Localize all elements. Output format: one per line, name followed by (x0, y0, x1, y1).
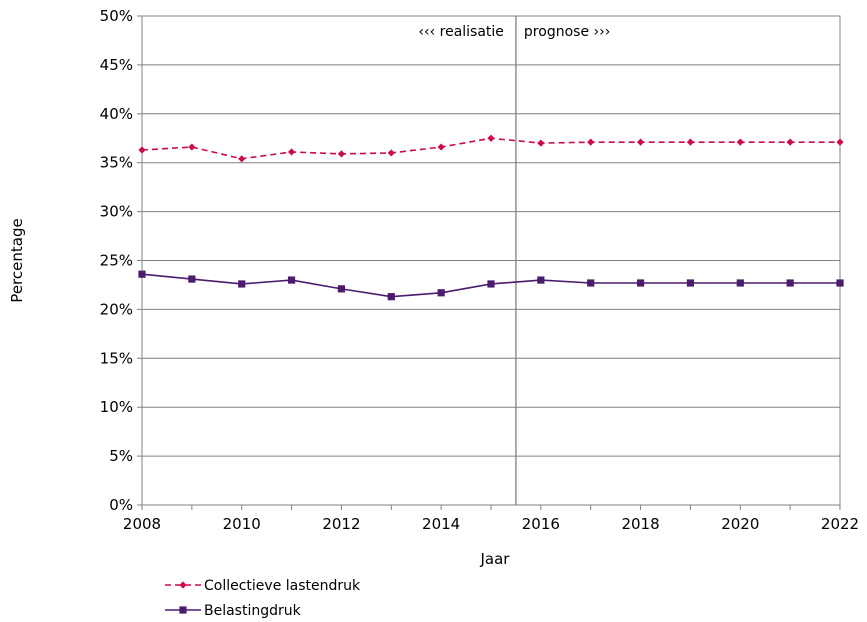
data-point (487, 134, 495, 142)
data-point (437, 143, 445, 151)
x-tick-label: 2020 (721, 515, 759, 533)
x-tick-label: 2016 (522, 515, 560, 533)
legend-item: Belastingdruk (165, 603, 302, 619)
data-point (337, 150, 346, 158)
series-1 (138, 270, 844, 301)
gridlines (142, 15, 840, 506)
data-point (238, 155, 246, 163)
data-point (437, 289, 445, 297)
data-point (337, 285, 346, 293)
realisatie-label: ‹‹‹ realisatie (418, 24, 504, 40)
x-tick-label: 2022 (821, 515, 859, 533)
data-point (836, 138, 844, 146)
data-point (636, 279, 645, 287)
x-tick-label: 2008 (123, 515, 161, 533)
x-axis-title: Jaar (480, 550, 511, 568)
y-tick-label: 10% (100, 398, 133, 416)
series-0 (138, 134, 844, 163)
data-point (636, 138, 645, 146)
data-point (287, 148, 296, 156)
y-tick-label: 5% (109, 447, 133, 465)
data-point (587, 279, 595, 287)
data-point (786, 279, 794, 287)
y-tick-label: 45% (100, 56, 133, 74)
y-tick-label: 35% (100, 154, 133, 172)
data-point (138, 270, 146, 278)
data-point (387, 149, 395, 157)
data-point (836, 279, 844, 287)
data-point (188, 275, 196, 283)
y-tick-label: 15% (100, 349, 133, 367)
y-tick-label: 50% (100, 7, 133, 25)
legend-label: Collectieve lastendruk (204, 578, 361, 594)
data-point (786, 138, 794, 146)
x-tick-label: 2014 (422, 515, 460, 533)
x-tick-label: 2018 (621, 515, 659, 533)
x-tick-label: 2012 (322, 515, 360, 533)
data-point (736, 138, 744, 146)
data-point (287, 276, 296, 284)
data-point (537, 276, 545, 284)
data-point (138, 146, 146, 154)
prognose-label: prognose ››› (524, 24, 610, 40)
legend-label: Belastingdruk (204, 603, 302, 619)
series-layer (138, 134, 844, 301)
data-point (238, 280, 246, 288)
y-axis-ticks: 0% 5% 10% 15% 20% 25% 30% 35% 40% 45% 50% (100, 7, 142, 514)
data-point (686, 279, 695, 287)
legend-marker (179, 606, 187, 614)
y-tick-label: 0% (109, 496, 133, 514)
data-point (387, 293, 395, 301)
legend: Collectieve lastendruk Belastingdruk (165, 578, 361, 619)
x-axis-ticks: 2008 2010 2012 2014 2016 2018 2020 2022 (123, 505, 859, 533)
legend-item: Collectieve lastendruk (165, 578, 361, 594)
data-point (686, 138, 695, 146)
y-tick-label: 25% (100, 252, 133, 270)
y-tick-label: 40% (100, 105, 133, 123)
y-axis-title: Percentage (8, 218, 26, 302)
data-point (537, 139, 545, 147)
data-point (188, 143, 196, 151)
legend-marker (179, 581, 187, 589)
data-point (736, 279, 744, 287)
x-tick-label: 2010 (223, 515, 261, 533)
y-tick-label: 30% (100, 203, 133, 221)
data-point (587, 138, 595, 146)
y-tick-label: 20% (100, 300, 133, 318)
data-point (487, 280, 495, 288)
